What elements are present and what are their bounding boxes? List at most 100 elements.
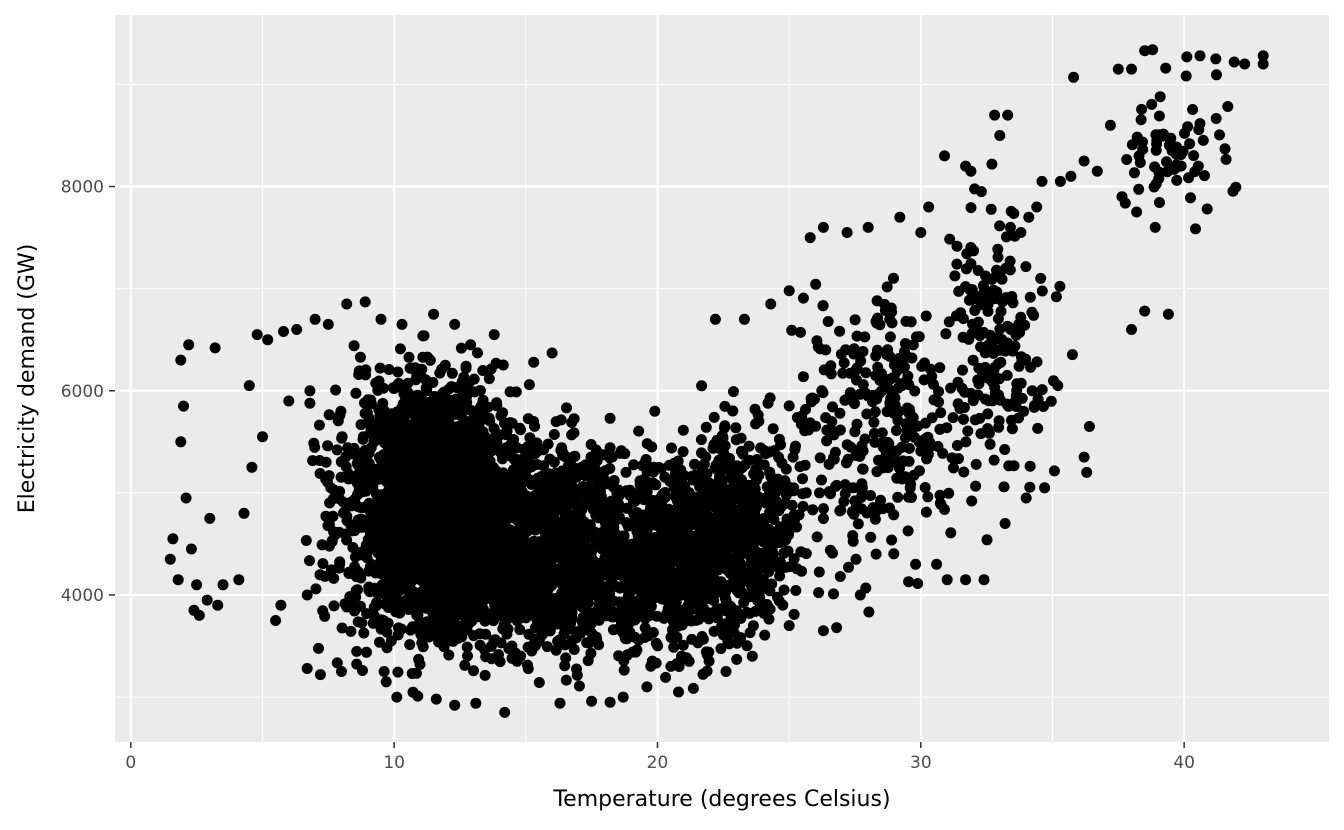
data-point [730,611,742,623]
data-point [339,507,351,518]
data-point [328,572,340,584]
data-point [395,596,406,608]
data-point [474,385,486,396]
data-point [393,511,405,523]
data-point [531,612,543,624]
data-point [665,660,677,672]
data-point [540,534,552,545]
data-point [728,386,739,398]
data-point [421,555,433,567]
data-point [426,419,438,431]
data-point [472,347,483,359]
data-point [542,438,554,450]
data-point [419,527,431,539]
data-point [313,419,325,431]
data-point [462,650,473,662]
data-point [562,597,574,609]
data-point [675,609,687,621]
data-point [443,384,454,395]
data-point [719,587,731,598]
data-point [444,476,456,488]
data-point [744,627,756,639]
data-point [450,408,462,420]
data-point [336,622,348,634]
data-point [770,504,782,516]
data-point [335,456,347,468]
data-point [328,600,340,612]
data-point [715,474,727,486]
data-point [453,491,465,503]
data-point [731,585,743,597]
data-point [574,489,586,501]
data-point [434,553,446,565]
data-point [576,615,588,627]
data-point [715,643,727,655]
data-point [679,480,691,492]
data-point [531,437,543,449]
data-point [362,394,374,406]
data-point [559,639,571,651]
data-point [746,491,758,503]
data-point [708,411,720,423]
data-point [383,423,395,435]
data-point [679,537,690,549]
data-point [384,462,395,473]
data-point [732,504,744,516]
data-point [692,507,704,519]
data-point [604,442,616,454]
data-point [634,479,646,491]
data-point [330,384,342,396]
data-point [505,438,517,450]
data-point [556,442,568,454]
data-point [406,568,418,580]
data-point [413,653,425,665]
data-point [467,592,479,604]
data-point [661,541,672,553]
data-point [405,454,417,465]
data-point [740,575,752,587]
data-point [461,641,473,653]
data-point [437,483,448,495]
data-point [421,382,433,394]
data-point [428,405,440,417]
data-point [374,362,386,374]
data-point [371,597,383,608]
data-point [790,585,802,596]
data-point [356,455,367,467]
data-point [468,665,479,677]
data-point [559,520,571,532]
data-point [529,555,541,567]
data-point [545,599,556,611]
data-point [428,497,439,509]
data-point [666,442,677,454]
data-point [472,410,484,422]
data-point [410,509,422,521]
data-point [467,460,479,472]
data-point [768,445,780,457]
data-point [682,559,693,571]
data-point [541,525,552,537]
data-point [525,493,537,504]
data-point [970,480,982,492]
data-point [666,600,678,612]
data-point [611,505,623,516]
data-point [525,478,537,490]
data-point [600,549,612,561]
data-point [459,659,471,671]
data-point [675,567,687,579]
data-point [850,553,862,565]
data-point [580,557,592,569]
data-point [389,488,401,500]
data-point [335,471,347,483]
data-point [570,632,582,644]
data-point [334,556,346,568]
data-point [468,483,479,495]
data-point [432,623,444,635]
data-point [575,600,587,612]
data-point [538,503,550,515]
data-point [457,389,469,401]
data-point [387,584,399,596]
data-point [475,517,487,529]
data-point [431,507,443,519]
data-point [480,651,492,663]
